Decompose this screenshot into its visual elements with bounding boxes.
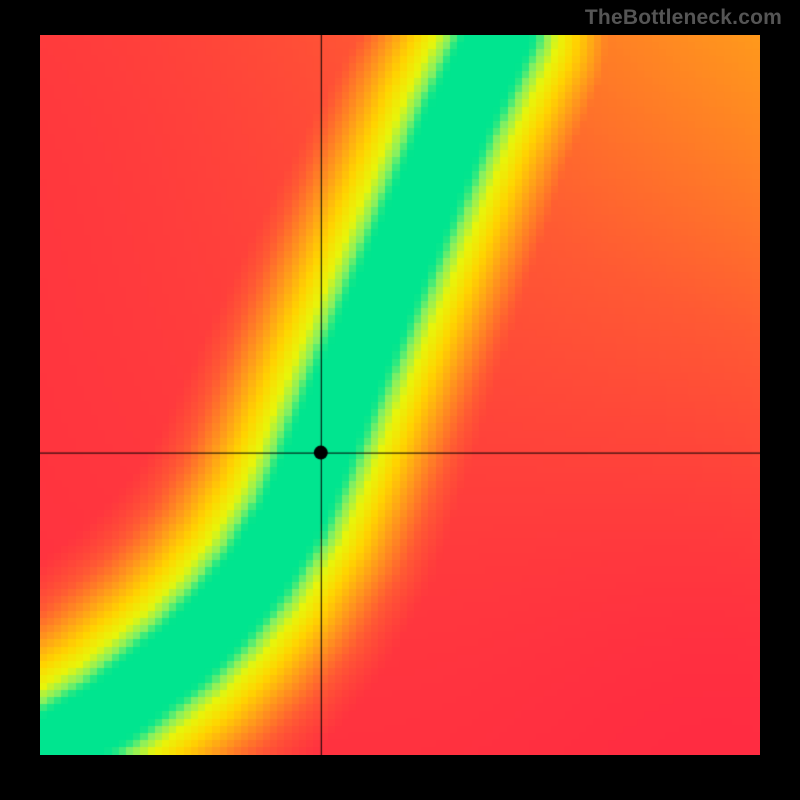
- watermark-text: TheBottleneck.com: [585, 6, 782, 30]
- heatmap-plot: [40, 35, 760, 755]
- chart-container: TheBottleneck.com: [0, 0, 800, 800]
